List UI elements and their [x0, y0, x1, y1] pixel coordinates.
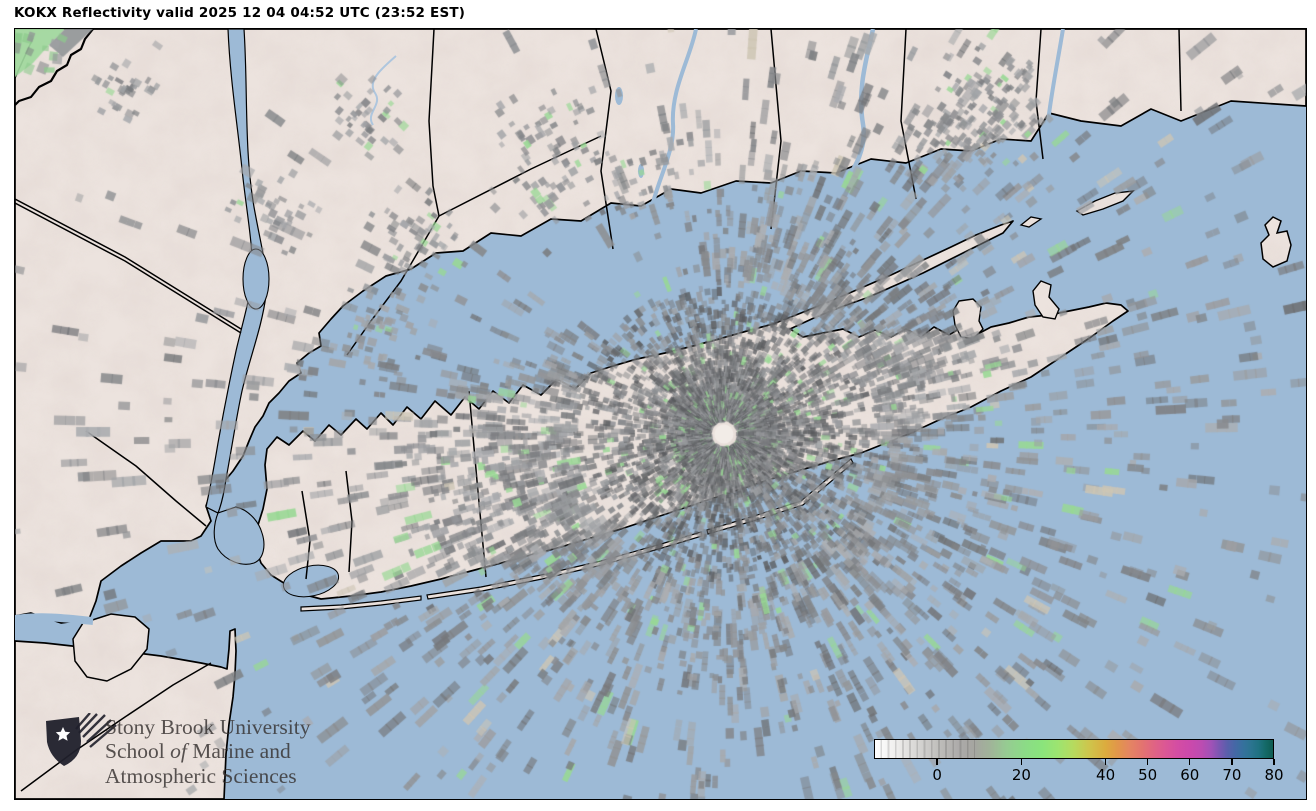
colorbar-tick	[1020, 759, 1023, 765]
colorbar-tick	[1104, 759, 1107, 765]
colorbar-tick	[1273, 759, 1275, 765]
colorbar-tick-label: 60	[1180, 766, 1200, 784]
colorbar-tick-label: 20	[1011, 766, 1031, 784]
colorbar-tick	[1146, 759, 1149, 765]
credit-line-1: Stony Brook University	[105, 715, 311, 739]
figure-title: KOKX Reflectivity valid 2025 12 04 04:52…	[14, 5, 466, 21]
credit-line-2: School of Marine and	[105, 739, 291, 764]
map-frame: 0 20 40 50 60 70 80 Stony Brook University Sch…	[14, 28, 1307, 800]
colorbar-tick	[1189, 759, 1191, 765]
credit-line-3: Atmospheric Sciences	[105, 763, 297, 788]
credit-text: Stony Brook University School of Marine …	[105, 715, 310, 788]
stonybrook-shield-logo	[46, 713, 117, 766]
colorbar-tick-label: 40	[1096, 766, 1116, 784]
colorbar-tick-label: 70	[1222, 766, 1242, 784]
colorbar-tick-label: 50	[1138, 766, 1158, 784]
colorbar-tick	[1231, 759, 1233, 765]
colorbar-tick	[936, 759, 938, 765]
shield-shape	[46, 717, 81, 766]
colorbar-tick-label: 80	[1264, 766, 1284, 784]
colorbar-tick-label: 0	[932, 766, 942, 784]
colorbar-gradient	[874, 739, 1274, 759]
colorbar: 0 20 40 50 60 70 80	[874, 739, 1284, 787]
colorbar-discrete-stripes	[875, 740, 975, 758]
shield-star	[55, 727, 71, 741]
credit-overlay: Stony Brook University School of Marine …	[43, 709, 310, 788]
radar-echo-layer	[15, 29, 1306, 799]
